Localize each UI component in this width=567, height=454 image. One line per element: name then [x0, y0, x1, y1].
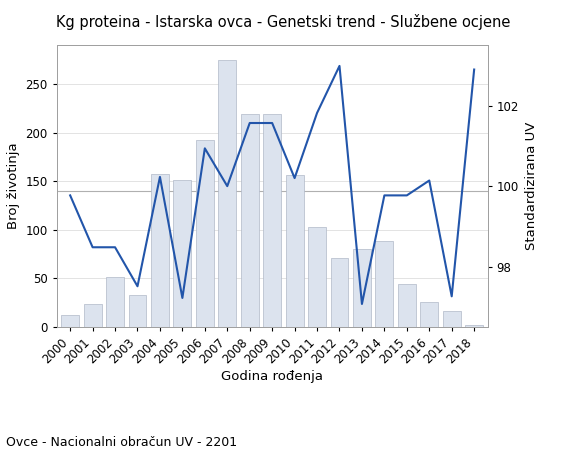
Bar: [353, 249, 371, 327]
Bar: [420, 301, 438, 327]
Bar: [218, 60, 236, 327]
Bar: [84, 304, 101, 327]
Bar: [263, 114, 281, 327]
Bar: [465, 325, 483, 327]
Bar: [196, 139, 214, 327]
Text: Ovce - Nacionalni obračun UV - 2201: Ovce - Nacionalni obračun UV - 2201: [6, 436, 237, 449]
Bar: [375, 242, 393, 327]
Bar: [308, 227, 326, 327]
Text: Godina rođenja: Godina rođenja: [221, 370, 323, 383]
Bar: [443, 311, 460, 327]
Y-axis label: Standardizirana UV: Standardizirana UV: [524, 122, 538, 250]
Y-axis label: Broj životinja: Broj životinja: [7, 143, 20, 229]
Text: Kg proteina - Istarska ovca - Genetski trend - Službene ocjene: Kg proteina - Istarska ovca - Genetski t…: [56, 14, 511, 30]
Bar: [398, 284, 416, 327]
Bar: [129, 295, 146, 327]
Bar: [174, 180, 191, 327]
Bar: [331, 258, 349, 327]
Bar: [241, 114, 259, 327]
Bar: [61, 315, 79, 327]
Bar: [286, 175, 303, 327]
Bar: [106, 277, 124, 327]
Bar: [151, 174, 169, 327]
